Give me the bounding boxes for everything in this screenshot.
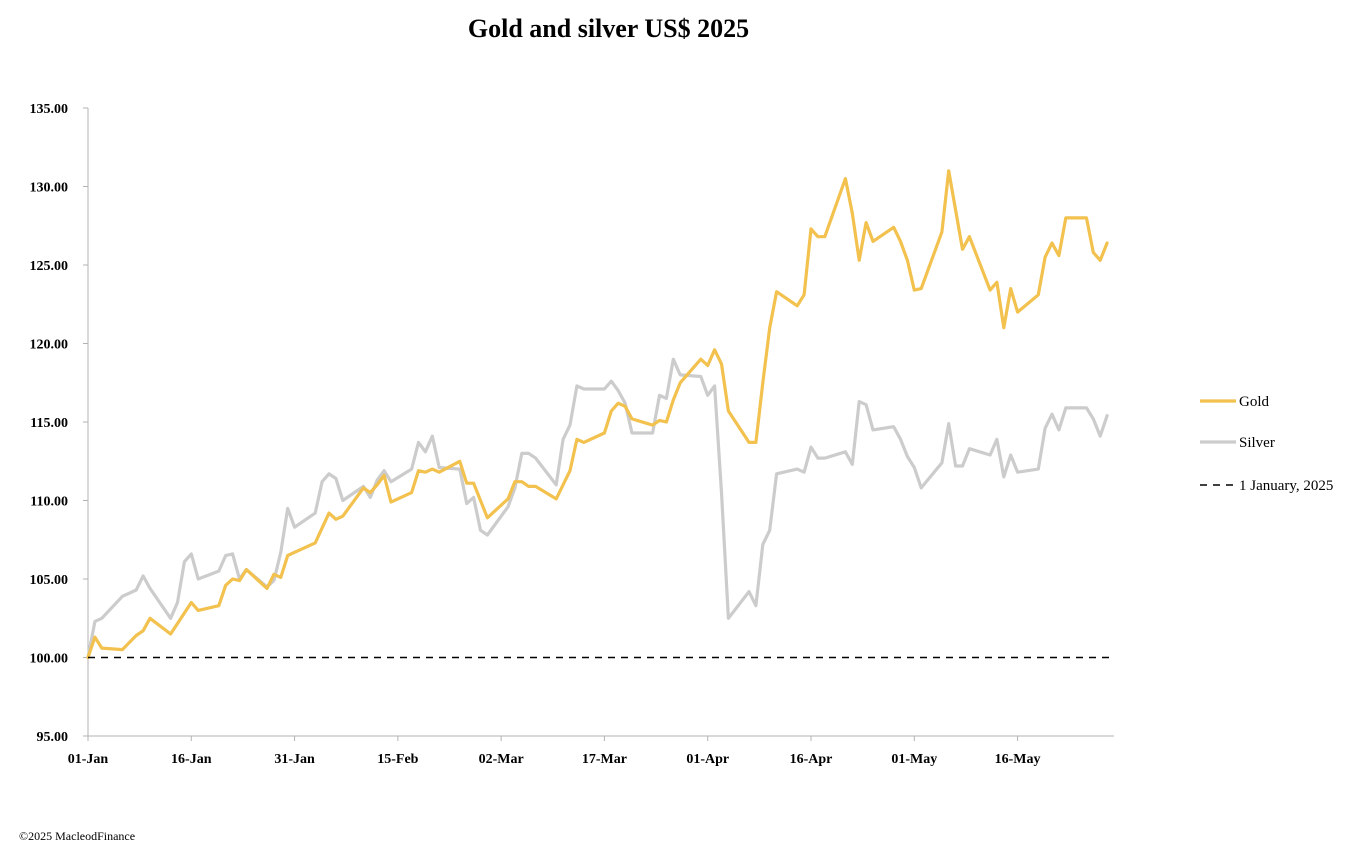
- copyright-text: ©2025 MacleodFinance: [19, 829, 136, 843]
- y-tick-label: 130.00: [30, 181, 69, 196]
- x-tick-label: 01-Jan: [68, 752, 109, 767]
- y-tick-label: 120.00: [30, 338, 69, 353]
- legend: Gold Silver 1 January, 2025: [1200, 394, 1333, 494]
- chart-title: Gold and silver US$ 2025: [467, 14, 750, 43]
- y-tick-label: 135.00: [30, 102, 69, 117]
- x-tick-label: 16-Jan: [171, 752, 212, 767]
- legend-label: 1 January, 2025: [1239, 478, 1333, 494]
- x-tick-label: 02-Mar: [479, 752, 524, 767]
- x-tick-label: 17-Mar: [582, 752, 627, 767]
- y-tick-label: 100.00: [30, 652, 69, 667]
- y-tick-label: 105.00: [30, 573, 69, 588]
- series-line-silver: [86, 357, 1109, 660]
- x-tick-label: 16-Apr: [790, 752, 833, 767]
- x-tick-label: 01-May: [891, 752, 937, 767]
- x-tick-label: 01-Apr: [686, 752, 729, 767]
- y-tick-label: 95.00: [37, 730, 69, 745]
- y-tick-label: 115.00: [30, 416, 68, 431]
- series-layer: [86, 169, 1114, 660]
- y-tick-label: 125.00: [30, 259, 69, 274]
- legend-label: Silver: [1239, 435, 1275, 451]
- x-tick-label: 31-Jan: [274, 752, 315, 767]
- x-tick-label: 15-Feb: [377, 752, 418, 767]
- y-tick-label: 110.00: [30, 495, 68, 510]
- series-line-gold: [86, 169, 1109, 660]
- x-tick-label: 16-May: [995, 752, 1041, 767]
- legend-label: Gold: [1239, 394, 1270, 410]
- axes: 95.00 100.00 105.00 110.00 115.00 120.00 125.0…: [30, 102, 1114, 767]
